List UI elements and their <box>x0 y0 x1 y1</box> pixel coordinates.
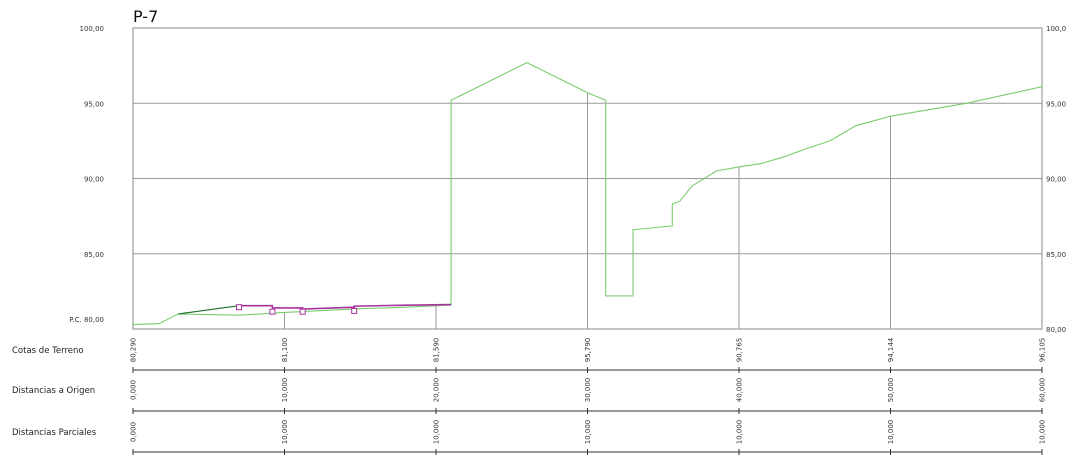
chart-title: P-7 <box>133 7 158 26</box>
series-line-1 <box>178 305 240 315</box>
row-value: 81,590 <box>433 338 441 363</box>
row-value: 80,290 <box>130 338 138 363</box>
row-label: Distancias a Origen <box>12 386 95 396</box>
y-tick-label-right: 90,00 <box>1046 176 1066 184</box>
y-tick-label: 90,00 <box>84 176 104 184</box>
series-marker <box>351 307 358 314</box>
row-value: 96,105 <box>1039 338 1047 363</box>
row-value: 0,000 <box>130 422 138 442</box>
row-value: 95,790 <box>584 338 592 363</box>
row-value: 10,000 <box>736 420 744 445</box>
series-marker <box>269 308 276 315</box>
y-tick-label-right: 80,00 <box>1046 326 1066 334</box>
plot-border <box>132 27 1043 330</box>
y-tick-label: 95,00 <box>84 100 104 108</box>
row-label: Distancias Parciales <box>12 428 97 438</box>
y-tick-label-right: 100,00 <box>1046 25 1066 33</box>
row-label: Cotas de Terreno <box>12 346 84 356</box>
row-value: 81,100 <box>281 338 289 363</box>
row-value: 10,000 <box>433 420 441 445</box>
row-value: 10,000 <box>887 420 895 445</box>
y-tick-label-right: 95,00 <box>1046 100 1066 108</box>
row-value: 30,000 <box>584 378 592 403</box>
label-group: 100,00 95,00 90,00 85,00 100,00 95,00 90,00 85,… <box>80 25 1066 334</box>
y-tick-label-right: 85,00 <box>1046 251 1066 259</box>
series-marker <box>299 308 306 315</box>
origin-label: P.C. 80,00 <box>69 316 104 324</box>
series-marker <box>236 304 243 311</box>
row-value: 94,144 <box>887 337 895 362</box>
row-value: 0,000 <box>130 380 138 400</box>
marker-group <box>236 304 358 315</box>
row-value: 50,000 <box>887 378 895 403</box>
row-value: 10,000 <box>584 420 592 445</box>
row-value: 10,000 <box>1039 420 1047 445</box>
y-tick-label: 100,00 <box>80 25 105 33</box>
y-tick-label: 85,00 <box>84 251 104 259</box>
row-value: 20,000 <box>433 378 441 403</box>
row-value: 40,000 <box>736 378 744 403</box>
row-value: 90,765 <box>736 338 744 363</box>
guitar-table: Cotas de Terreno 80,290 81,100 81,590 95,790… <box>12 337 1047 455</box>
grid <box>133 27 1042 329</box>
row-value: 10,000 <box>281 420 289 445</box>
row-value: 10,000 <box>281 378 289 403</box>
row-value: 60,000 <box>1039 378 1047 403</box>
series-line-0 <box>132 61 1043 326</box>
plot-frame <box>132 27 1043 330</box>
